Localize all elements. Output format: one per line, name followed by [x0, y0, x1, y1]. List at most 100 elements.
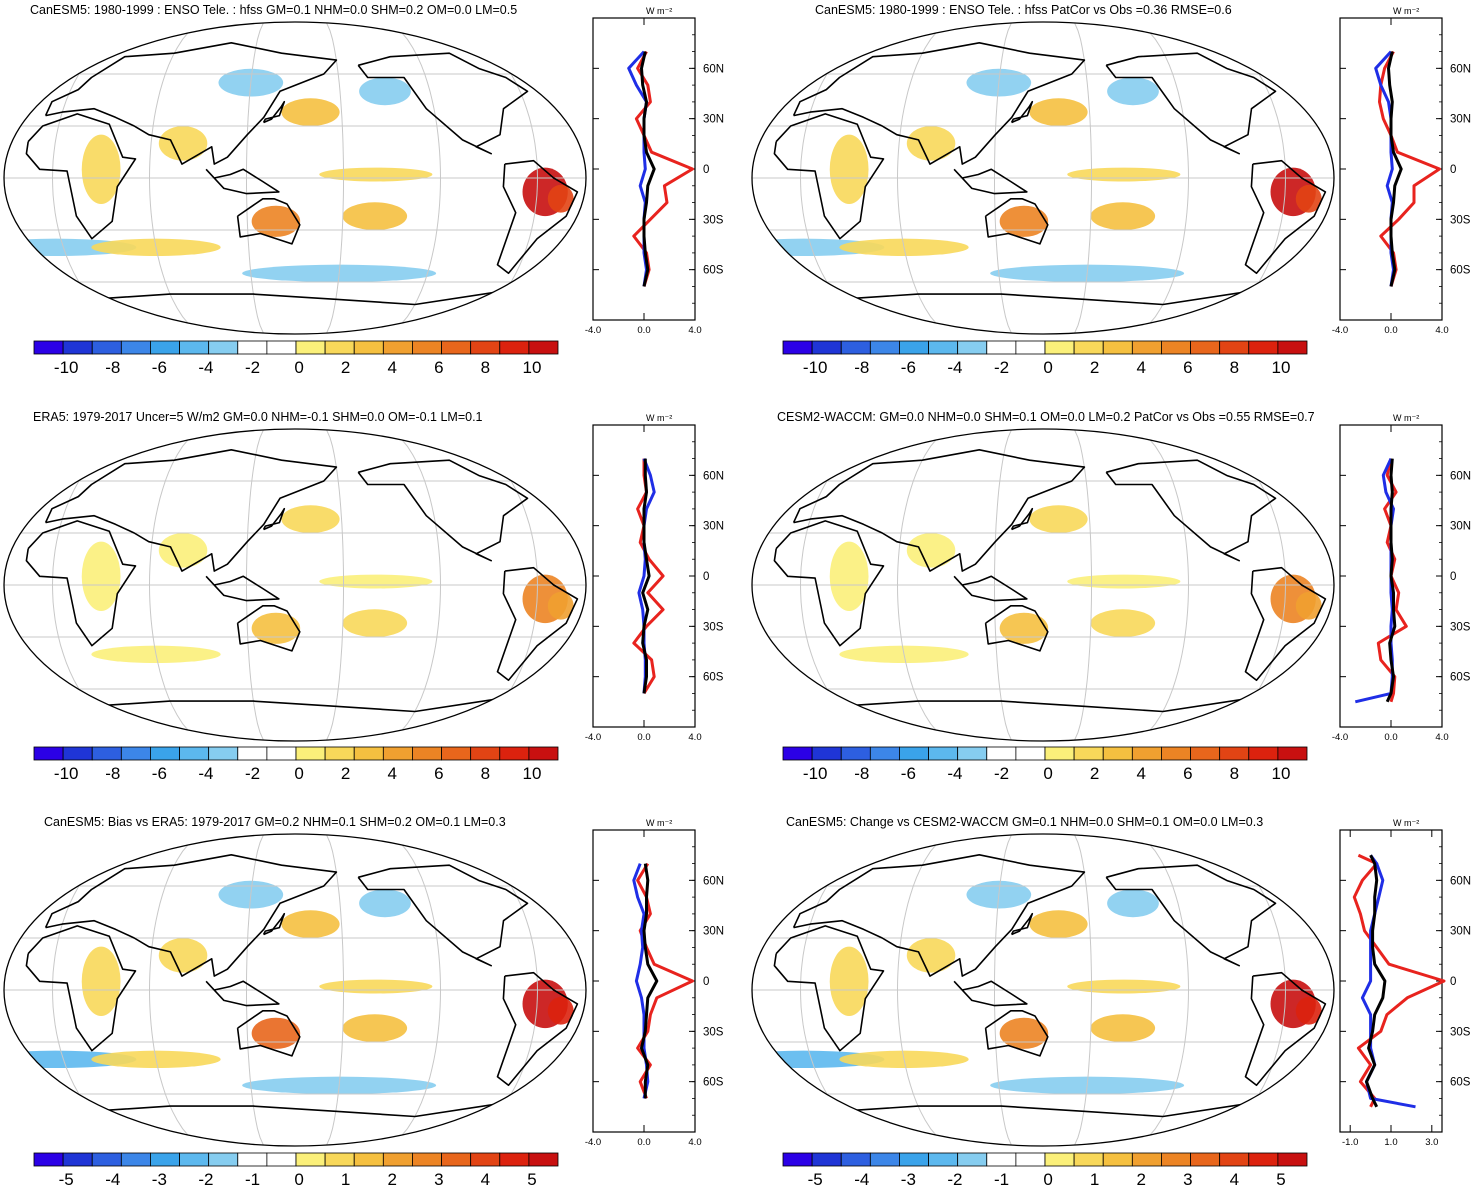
profile-ytick-label: 30S	[1450, 1026, 1471, 1038]
colorbar-cell	[1073, 746, 1104, 761]
colorbar-cell	[266, 1152, 297, 1167]
colorbar-cell	[120, 1152, 151, 1167]
anomaly-region	[1029, 98, 1088, 126]
anomaly-region	[359, 889, 411, 918]
colorbar-label: -10	[54, 358, 79, 377]
profile-ytick-label: 0	[703, 164, 709, 176]
coastline-antarctica	[838, 1101, 1254, 1118]
colorbar: -10 -8 -6 -4 -2 0 2 4 6 8 10	[782, 746, 1308, 783]
anomaly-region	[999, 205, 1049, 237]
colorbar-label: -1	[994, 1170, 1009, 1187]
colorbar-cell	[120, 340, 151, 355]
colorbar-cell	[1277, 340, 1308, 355]
colorbar-label: 6	[1183, 764, 1192, 783]
colorbar-cell	[412, 340, 442, 355]
anomaly-region	[281, 910, 340, 939]
profile-xtick-label: 0.0	[637, 1137, 650, 1148]
colorbar-cell	[1073, 1152, 1104, 1167]
colorbar-cell	[1219, 1152, 1250, 1167]
coastline-africa	[773, 113, 885, 240]
anomaly-region	[547, 184, 574, 213]
meridian-line	[1073, 429, 1092, 741]
panel-5: CanESM5: Bias vs ERA5: 1979-2017 GM=0.2 …	[3, 815, 724, 1187]
colorbar-label: 2	[388, 1170, 397, 1187]
colorbar: -5 -4 -3 -2 -1 0 1 2 3 4 5	[33, 1152, 559, 1187]
anomaly-region	[1090, 202, 1156, 230]
profile-xtick-label: 4.0	[688, 325, 701, 336]
colorbar-label: 6	[434, 764, 443, 783]
anomaly-region	[906, 533, 956, 568]
profile-ytick-label: 0	[1450, 164, 1456, 176]
colorbar-cell	[208, 1152, 239, 1167]
meridian-line	[1136, 834, 1190, 1146]
colorbar-cell	[179, 1152, 210, 1167]
colorbar-label: 10	[523, 764, 542, 783]
colorbar-cell	[441, 1152, 472, 1167]
map	[4, 834, 586, 1146]
anomaly-region	[158, 533, 208, 568]
colorbar-label: -3	[901, 1170, 916, 1187]
colorbar-cell	[412, 1152, 442, 1167]
profile-ytick-label: 30S	[703, 214, 724, 226]
profile-xtick-label: -4.0	[585, 732, 601, 743]
colorbar-cell	[986, 746, 1017, 761]
anomaly-region	[1029, 505, 1088, 533]
coastline-southamerica	[1244, 159, 1327, 275]
anomaly-region	[829, 946, 869, 1016]
colorbar-label: -6	[901, 764, 916, 783]
colorbar-cell	[499, 340, 530, 355]
anomaly-region	[547, 591, 574, 620]
colorbar-cell	[237, 746, 268, 761]
zonal-mean-series-3	[1365, 854, 1387, 1108]
colorbar-label: -10	[54, 764, 79, 783]
coastline-antarctica	[90, 1101, 506, 1118]
meridian-line	[388, 22, 442, 334]
coastline-southamerica	[1244, 971, 1327, 1087]
anomaly-region	[1090, 609, 1156, 638]
anomaly-region	[440, 501, 490, 530]
colorbar-cell	[382, 1152, 413, 1167]
anomaly-region	[5, 479, 55, 501]
meridian-line	[1073, 22, 1092, 334]
coastline-japan	[262, 100, 286, 124]
colorbar-cell	[324, 1152, 355, 1167]
colorbar-label: -8	[854, 764, 869, 783]
colorbar-cell	[782, 340, 813, 355]
colorbar-label: 2	[1090, 358, 1099, 377]
colorbar-cell	[295, 340, 326, 355]
coastline-southamerica	[1244, 566, 1327, 682]
coastline-southamerica	[496, 971, 579, 1087]
profile-xtick-label: 4.0	[688, 732, 701, 743]
panel-6: CanESM5: Change vs CESM2-WACCM GM=0.1 NH…	[751, 815, 1471, 1187]
anomaly-region	[251, 612, 301, 644]
anomaly-region	[5, 72, 55, 94]
coastline-indonesia	[205, 575, 280, 602]
profile-ytick-label: 30N	[703, 521, 724, 533]
colorbar-label: -10	[803, 358, 828, 377]
zonal-mean-series-1	[1352, 853, 1446, 1108]
coastline-africa	[25, 925, 137, 1052]
coastline-antarctica	[90, 289, 506, 306]
profile-ytick-label: 30S	[703, 1026, 724, 1038]
colorbar-cell	[62, 746, 93, 761]
profile-ytick-label: 30N	[1450, 926, 1471, 938]
profile-ytick-label: 30S	[1450, 214, 1471, 226]
coastline-eurasia	[792, 854, 1086, 977]
zonal-profile: 60N 30N 0 30S 60S -1.0 1.0 3.0 W m⁻²	[1339, 818, 1471, 1148]
panel-2: CanESM5: 1980-1999 : ENSO Tele. : hfss P…	[751, 3, 1471, 377]
coastline-africa	[773, 520, 885, 647]
anomaly-region	[1107, 889, 1159, 918]
colorbar-label: 5	[1276, 1170, 1285, 1187]
profile-ytick-label: 30N	[1450, 114, 1471, 126]
colorbar-label: -8	[105, 764, 120, 783]
colorbar-cell	[1102, 1152, 1133, 1167]
colorbar-label: 1	[1090, 1170, 1099, 1187]
profile-xtick-label: -4.0	[585, 1137, 601, 1148]
profile-ytick-label: 60N	[703, 63, 724, 75]
colorbar-label: -4	[105, 1170, 120, 1187]
anomaly-region	[753, 479, 803, 501]
colorbar-cell	[33, 746, 64, 761]
profile-ytick-label: 60S	[1450, 1077, 1471, 1089]
anomaly-region	[1188, 94, 1238, 123]
profile-xtick-label: 3.0	[1425, 1137, 1438, 1148]
